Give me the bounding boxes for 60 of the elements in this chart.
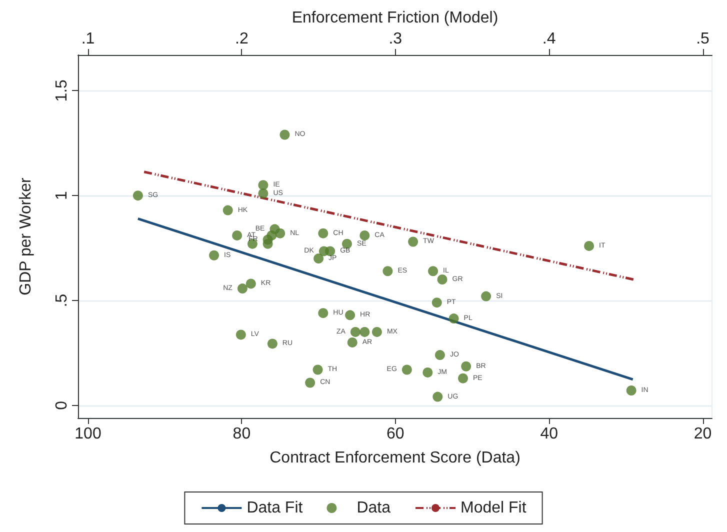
x2-tick-label: .5 [696, 30, 710, 48]
x2-tick-label: .1 [81, 30, 95, 48]
x-tick-label: 80 [232, 426, 251, 442]
point [305, 378, 316, 388]
point [237, 284, 248, 294]
legend-label: Model Fit [460, 500, 527, 516]
y-tick-label: 1.5 [54, 79, 70, 102]
point [422, 367, 433, 378]
point [258, 188, 268, 198]
point [360, 230, 370, 240]
point [209, 250, 220, 260]
x-tick-label: 20 [694, 426, 712, 442]
point [262, 238, 273, 249]
point [382, 266, 393, 276]
y-axis-title: GDP per Worker [18, 177, 34, 296]
point [432, 298, 442, 308]
point [402, 364, 412, 375]
point [360, 326, 370, 337]
point [325, 246, 336, 256]
point [428, 266, 438, 276]
point [458, 373, 468, 384]
y-tick-label: 0 [54, 400, 70, 410]
point [267, 338, 278, 349]
x-axis-title: Contract Enforcement Score (Data) [270, 450, 520, 466]
point [236, 330, 246, 340]
point [312, 364, 323, 375]
point [350, 326, 360, 337]
x2-tick-label: .2 [235, 30, 248, 48]
y-tick-label: 1 [54, 191, 70, 200]
point [314, 254, 324, 264]
point [232, 230, 242, 240]
x-tick-label: 40 [540, 426, 558, 442]
y-tick-label: .5 [54, 294, 70, 308]
x2-tick-label: .3 [388, 30, 402, 48]
point [275, 228, 286, 238]
point [434, 350, 445, 360]
point [132, 190, 143, 201]
point [437, 274, 448, 285]
point [448, 314, 459, 324]
point [408, 236, 418, 247]
point [246, 278, 256, 289]
point [258, 180, 268, 190]
point [318, 228, 328, 238]
point [432, 392, 443, 402]
point [280, 130, 290, 140]
x-tick-label: 100 [74, 426, 102, 442]
x-tick-label: 60 [386, 426, 404, 442]
legend-label: Data [356, 500, 391, 516]
point [318, 308, 328, 318]
x2-axis-title: Enforcement Friction (Model) [292, 10, 498, 27]
point [372, 326, 382, 337]
point [347, 337, 358, 348]
point [222, 205, 233, 216]
point [584, 240, 594, 251]
point [626, 386, 636, 396]
x2-tick-label: .4 [542, 30, 556, 48]
point [461, 361, 472, 372]
point [481, 291, 492, 302]
point [345, 310, 356, 320]
legend-label: Data Fit [246, 500, 304, 516]
